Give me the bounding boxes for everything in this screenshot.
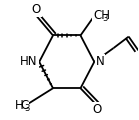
Text: 3: 3: [25, 104, 30, 113]
Text: O: O: [32, 3, 41, 16]
Text: C: C: [20, 99, 28, 112]
Text: H: H: [15, 99, 24, 112]
Text: N: N: [96, 55, 104, 68]
Text: HN: HN: [20, 55, 38, 68]
Text: CH: CH: [93, 9, 110, 22]
Text: O: O: [92, 103, 102, 116]
Text: 3: 3: [102, 14, 107, 23]
